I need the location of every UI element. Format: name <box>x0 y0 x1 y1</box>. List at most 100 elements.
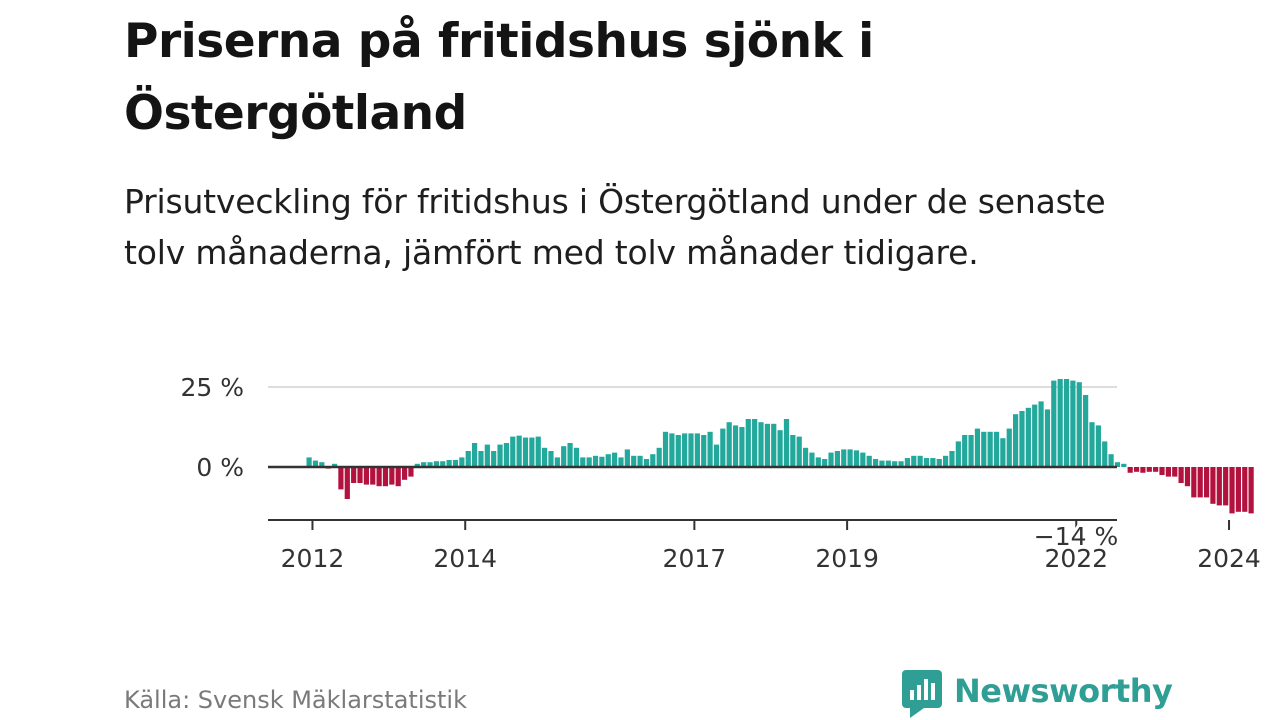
bar <box>1146 467 1152 472</box>
bar <box>809 452 815 467</box>
bar <box>822 459 828 467</box>
bar <box>732 425 739 467</box>
bar <box>370 467 376 485</box>
bar <box>962 435 968 467</box>
bar <box>860 452 866 467</box>
bar <box>599 456 605 467</box>
bar <box>847 449 853 467</box>
bar <box>1114 462 1121 467</box>
bar <box>389 467 395 485</box>
bar <box>561 446 567 467</box>
bar <box>440 461 446 467</box>
bar <box>707 431 713 467</box>
bar <box>726 422 732 467</box>
bar <box>1006 428 1012 467</box>
bar <box>853 450 860 467</box>
bar <box>376 467 382 487</box>
bar <box>777 430 783 467</box>
bar <box>1063 379 1070 467</box>
bar <box>752 419 758 467</box>
bar <box>764 423 770 467</box>
bar <box>357 467 363 483</box>
bar <box>1229 467 1235 514</box>
bar <box>401 467 408 480</box>
bar <box>1159 467 1165 475</box>
bar <box>331 463 338 467</box>
bar <box>993 431 1000 467</box>
bar <box>1203 467 1210 498</box>
bar <box>529 437 535 467</box>
bar <box>713 444 720 467</box>
bar <box>1127 467 1133 473</box>
brand-name: Newsworthy <box>954 672 1173 710</box>
bar <box>904 458 911 467</box>
bar <box>701 435 707 467</box>
y-tick-label: 25 % <box>180 373 244 402</box>
bar <box>1165 467 1171 477</box>
bar <box>1044 409 1051 467</box>
bar <box>1057 379 1063 467</box>
bar <box>548 451 554 467</box>
bar <box>656 447 662 467</box>
bar <box>312 460 319 467</box>
bar <box>1191 467 1197 498</box>
bar <box>510 436 516 467</box>
bar <box>694 433 700 467</box>
bar <box>879 460 885 467</box>
bar <box>344 467 350 499</box>
bar <box>1242 467 1248 512</box>
bar <box>790 435 796 467</box>
bar <box>650 454 656 467</box>
bar <box>1108 454 1114 467</box>
bar <box>427 462 433 467</box>
bar <box>981 431 987 467</box>
bar <box>459 457 465 467</box>
bar <box>471 443 478 467</box>
bar <box>1076 382 1082 467</box>
x-tick-label: 2014 <box>433 544 497 573</box>
bar <box>605 454 611 467</box>
bar <box>796 436 802 467</box>
bar <box>771 423 777 467</box>
bar <box>503 443 510 467</box>
newsworthy-logo[interactable]: Newsworthy <box>902 670 1173 720</box>
bar <box>1223 467 1229 506</box>
bar <box>1216 467 1222 506</box>
last-value-label: −14 % <box>1034 522 1118 551</box>
bar <box>955 441 961 467</box>
bar <box>586 457 592 467</box>
bar <box>911 455 917 467</box>
bar <box>739 427 745 467</box>
bar <box>319 462 325 467</box>
bar <box>930 458 936 467</box>
bar <box>1070 380 1076 467</box>
bar <box>974 428 981 467</box>
y-tick-label: 0 % <box>196 453 244 482</box>
bar <box>1032 404 1038 467</box>
bar <box>1019 411 1025 467</box>
newsworthy-logo-icon <box>902 670 942 718</box>
bar <box>720 428 726 467</box>
bar <box>943 455 949 467</box>
bar <box>491 451 497 467</box>
bar <box>745 419 751 467</box>
bar <box>382 467 389 487</box>
bar <box>1235 467 1241 512</box>
chart-title: Priserna på fritidshus sjönk i Östergötl… <box>124 14 874 141</box>
bar <box>802 447 809 467</box>
bar <box>682 433 688 467</box>
bar <box>535 436 541 467</box>
bar <box>484 444 490 467</box>
bar <box>1140 467 1146 473</box>
bar <box>567 443 573 467</box>
bar <box>1121 463 1127 467</box>
bar <box>828 452 834 467</box>
bar <box>624 449 630 467</box>
bar <box>885 460 891 467</box>
bar <box>1089 422 1095 467</box>
bar <box>446 459 452 467</box>
bar <box>1210 467 1216 504</box>
bar <box>1197 467 1203 498</box>
bar <box>949 451 955 467</box>
x-tick-label: 2024 <box>1197 544 1261 573</box>
